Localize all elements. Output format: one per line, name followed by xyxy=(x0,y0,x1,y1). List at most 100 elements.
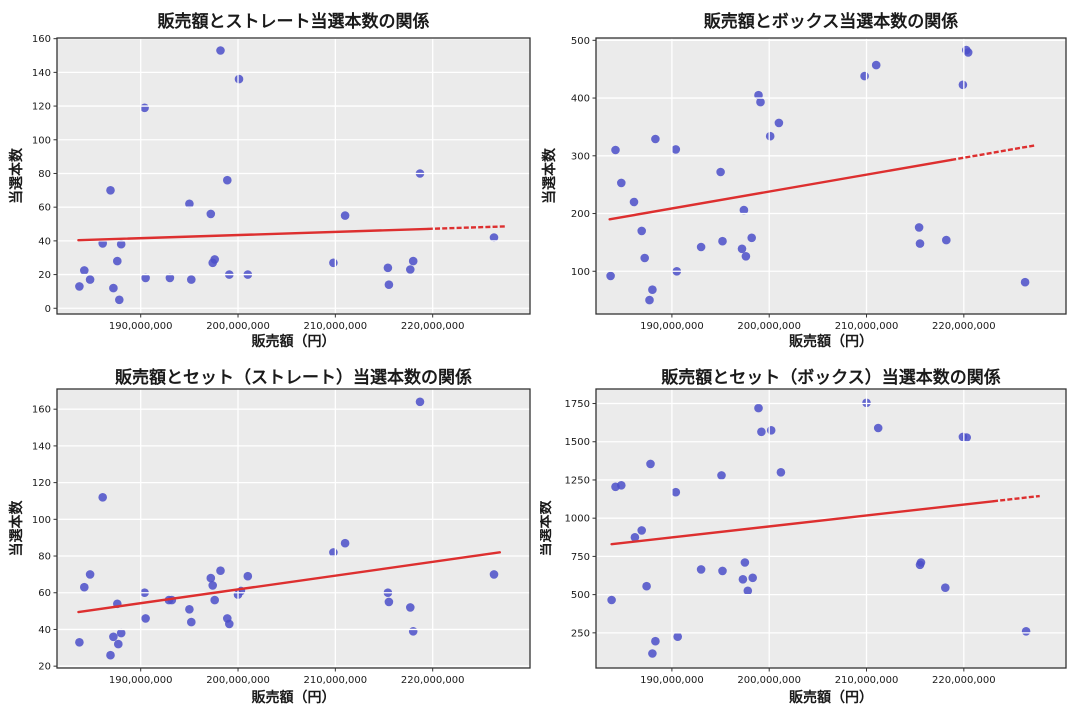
scatter-point xyxy=(860,71,869,81)
scatter-point xyxy=(617,178,626,188)
scatter-point xyxy=(140,103,149,113)
tick-marks xyxy=(592,403,965,672)
y-axis-label: 当選本数 xyxy=(8,500,25,557)
scatter-point xyxy=(116,239,126,249)
regression-line-dashed xyxy=(427,225,506,231)
scatter-point xyxy=(651,636,660,646)
scatter-point xyxy=(106,186,115,195)
scatter-point xyxy=(216,46,225,55)
y-tick-label: 500 xyxy=(571,590,590,601)
scatter-point xyxy=(115,295,124,305)
scatter-point xyxy=(747,233,756,243)
scatter-point xyxy=(206,573,216,583)
scatter-point xyxy=(141,614,150,623)
x-tick-label: 190,000,000 xyxy=(109,321,173,332)
y-tick-label: 250 xyxy=(571,628,590,639)
scatter-point xyxy=(757,427,766,437)
scatter-point xyxy=(648,649,657,658)
scatter-point xyxy=(617,481,626,490)
y-tick-label: 20 xyxy=(38,662,51,673)
scatter-point xyxy=(748,573,757,583)
scatter-point xyxy=(489,570,499,579)
y-tick-label: 40 xyxy=(38,625,51,636)
plot-area xyxy=(596,38,1066,314)
scatter-point xyxy=(696,242,706,252)
chart-sales-vs-straight-wins: 190,000,000 200,000,000 210,000,000 220,000… xyxy=(0,0,540,360)
scatter-point xyxy=(106,650,115,660)
y-tick-label: 100 xyxy=(571,267,590,278)
y-tick-label: 750 xyxy=(571,552,590,563)
plot-border xyxy=(595,388,1067,669)
x-tick-label: 200,000,000 xyxy=(206,321,270,332)
scatter-point xyxy=(645,295,654,305)
tick-marks xyxy=(53,38,434,318)
subplot: 190,000,000 200,000,000 210,000,000 220,000… xyxy=(8,367,531,706)
y-tick-label: 1750 xyxy=(565,399,590,410)
scatter-point xyxy=(116,628,126,638)
scatter-point xyxy=(717,471,726,480)
subplot: 190,000,000 200,000,000 210,000,000 220,000… xyxy=(8,11,531,350)
scatter-point xyxy=(671,487,681,497)
regression-line-solid xyxy=(610,500,995,546)
y-tick-label: 100 xyxy=(32,135,51,146)
scatter-point xyxy=(109,632,118,642)
scatter-point xyxy=(1020,277,1030,287)
regression-line-solid xyxy=(77,551,502,614)
x-axis-label: 販売額（円） xyxy=(789,689,873,706)
scatter-point xyxy=(489,233,499,242)
scatter-point xyxy=(741,251,751,261)
scatter-point xyxy=(640,253,649,263)
scatter-point xyxy=(187,617,196,627)
scatter-point xyxy=(210,595,219,605)
grid-lines xyxy=(596,389,1066,668)
x-tick-label: 210,000,000 xyxy=(303,675,367,686)
y-tick-label: 300 xyxy=(571,151,590,162)
y-tick-label: 80 xyxy=(38,169,51,180)
scatter-point xyxy=(80,266,89,275)
regression-line-solid xyxy=(77,227,430,242)
scatter-point xyxy=(210,255,219,264)
scatter-point xyxy=(329,258,338,268)
regression-line-solid xyxy=(608,158,953,221)
scatter-point xyxy=(85,275,95,284)
scatter-point xyxy=(415,397,425,407)
scatter-point xyxy=(85,570,95,579)
chart-sales-vs-set-straight-wins: 190,000,000 200,000,000 210,000,000 220,000… xyxy=(0,360,540,720)
y-tick-label: 160 xyxy=(32,405,51,416)
x-tick-label: 220,000,000 xyxy=(401,321,465,332)
x-tick-label: 210,000,000 xyxy=(303,321,367,332)
scatter-point xyxy=(340,211,350,220)
x-tick-label: 210,000,000 xyxy=(835,675,899,686)
scatter-point xyxy=(185,605,194,614)
subplot: 190,000,000 200,000,000 210,000,000 220,000… xyxy=(541,11,1067,350)
y-tick-label: 60 xyxy=(38,588,51,599)
x-tick-label: 190,000,000 xyxy=(640,675,704,686)
y-tick-label: 0 xyxy=(45,304,51,315)
scatter-point xyxy=(774,118,784,128)
plot-border xyxy=(56,388,531,669)
y-tick-label: 20 xyxy=(38,270,51,281)
scatter-point xyxy=(646,459,655,469)
scatter-point xyxy=(916,558,926,567)
scatter-point xyxy=(941,583,950,592)
y-tick-label: 200 xyxy=(571,209,590,220)
scatter-point xyxy=(718,236,727,246)
scatter-point xyxy=(406,603,415,612)
x-axis-label: 販売額（円） xyxy=(252,333,336,350)
x-tick-label: 220,000,000 xyxy=(401,675,465,686)
x-tick-label: 220,000,000 xyxy=(932,321,996,332)
scatter-point xyxy=(406,265,415,274)
scatter-point xyxy=(737,244,747,254)
scatter-point xyxy=(223,175,232,185)
chart-title: 販売額とセット（ストレート）当選本数の関係 xyxy=(115,367,472,388)
scatter-point xyxy=(671,145,681,154)
scatter-point xyxy=(766,426,776,435)
scatter-point xyxy=(963,48,973,57)
scatter-point xyxy=(208,581,217,590)
scatter-point xyxy=(716,167,725,177)
scatter-point xyxy=(113,256,122,266)
y-tick-label: 120 xyxy=(32,478,51,489)
scatter-point xyxy=(234,74,244,84)
y-tick-label: 500 xyxy=(571,36,590,47)
